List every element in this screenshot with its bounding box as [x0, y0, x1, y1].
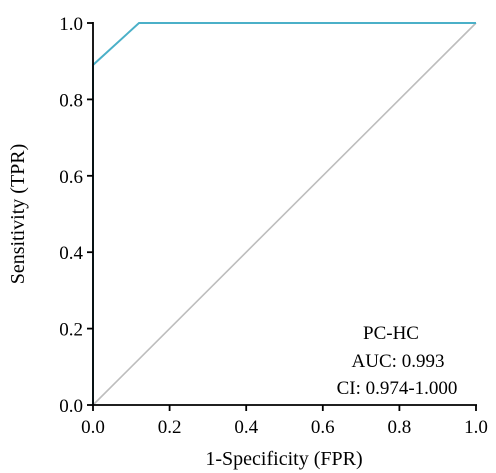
annotation-auc: AUC: 0.993 — [352, 351, 445, 372]
x-tick-label: 0.2 — [158, 417, 182, 438]
x-tick-label: 0.6 — [311, 417, 335, 438]
ticks-layer: 0.0 0.2 0.4 0.6 0.8 1.0 0.0 0.2 0.4 0.6 0.8 1.0 — [59, 14, 488, 438]
x-tick-label: 1.0 — [464, 417, 488, 438]
reference-diagonal-line — [92, 22, 477, 406]
y-tick-label: 0.4 — [59, 243, 83, 264]
annotation-ci: CI: 0.974-1.000 — [337, 378, 458, 399]
x-axis-title: 1-Specificity (FPR) — [205, 448, 362, 470]
reference-diagonal-layer — [92, 22, 477, 406]
axes-layer — [92, 22, 477, 406]
y-tick-label: 0.6 — [59, 167, 83, 188]
y-tick-label: 0.8 — [59, 90, 83, 111]
y-tick-label: 1.0 — [59, 14, 83, 35]
y-tick-label: 0.0 — [59, 396, 83, 417]
x-tick-label: 0.4 — [234, 417, 258, 438]
x-tick-label: 0.0 — [81, 417, 105, 438]
x-tick-label: 0.8 — [388, 417, 412, 438]
annotation-group-name: PC-HC — [363, 323, 419, 344]
y-tick-label: 0.2 — [59, 320, 83, 341]
y-axis-title: Sensitivity (TPR) — [7, 144, 29, 285]
